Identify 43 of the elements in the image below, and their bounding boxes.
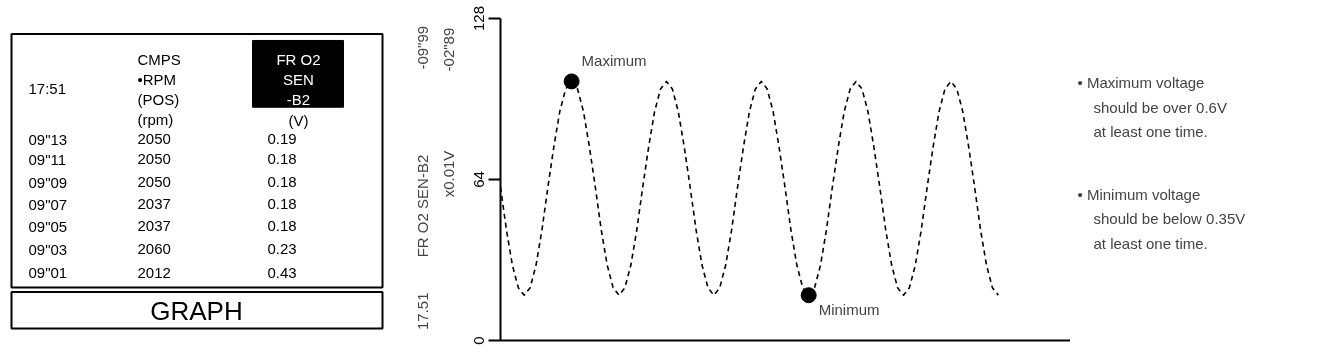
text: (POS) [137, 90, 180, 108]
text: 09"09 [28, 173, 68, 191]
text: (V) [288, 112, 309, 130]
text: 2060 [137, 240, 171, 258]
text: 2050 [137, 150, 171, 168]
annotation: Maximum [581, 52, 647, 70]
text: 09"11 [28, 150, 67, 168]
text: 0.19 [267, 130, 297, 148]
text: 0.18 [267, 150, 297, 168]
text: • Minimum voltage should be below 0.35V at least one time. [1077, 185, 1246, 253]
y-axis-title: FR O2 SEN-B2 [414, 154, 431, 258]
text: 09"01 [28, 264, 68, 282]
text: -B2 [286, 90, 311, 108]
text: (rpm) [137, 110, 174, 128]
text: GRAPH [150, 296, 243, 327]
text: •RPM [137, 71, 177, 89]
y-tick-label: 128 [469, 5, 487, 32]
text: 0.18 [267, 217, 297, 235]
text: 09"03 [28, 240, 68, 258]
y-tick-label: 0 [469, 336, 487, 345]
text: 0.18 [267, 173, 297, 191]
text: -09"99 [414, 25, 431, 70]
y-tick-label: 64 [469, 171, 487, 188]
text: 2050 [137, 130, 171, 148]
text: CMPS [137, 51, 181, 69]
text: 17.51 [413, 292, 431, 330]
text: 2037 [137, 195, 171, 213]
text: 2012 [137, 263, 171, 281]
text: 0.43 [267, 263, 297, 281]
text: FR O2 [276, 51, 321, 69]
text: SEN [283, 71, 314, 89]
annotation: Minimum [818, 301, 880, 319]
text: 0.18 [267, 195, 297, 213]
text: 09"07 [28, 195, 68, 213]
text: 09"05 [28, 217, 68, 235]
text: 2050 [137, 173, 171, 191]
text: -02"89 [440, 27, 457, 72]
text: 0.23 [267, 240, 297, 258]
text: 09"13 [28, 130, 68, 148]
text: x0.01V [440, 150, 457, 198]
text: • Maximum voltage should be over 0.6V at least one time. [1077, 74, 1227, 141]
text: 17:51 [28, 80, 67, 98]
text: 2037 [137, 217, 171, 235]
